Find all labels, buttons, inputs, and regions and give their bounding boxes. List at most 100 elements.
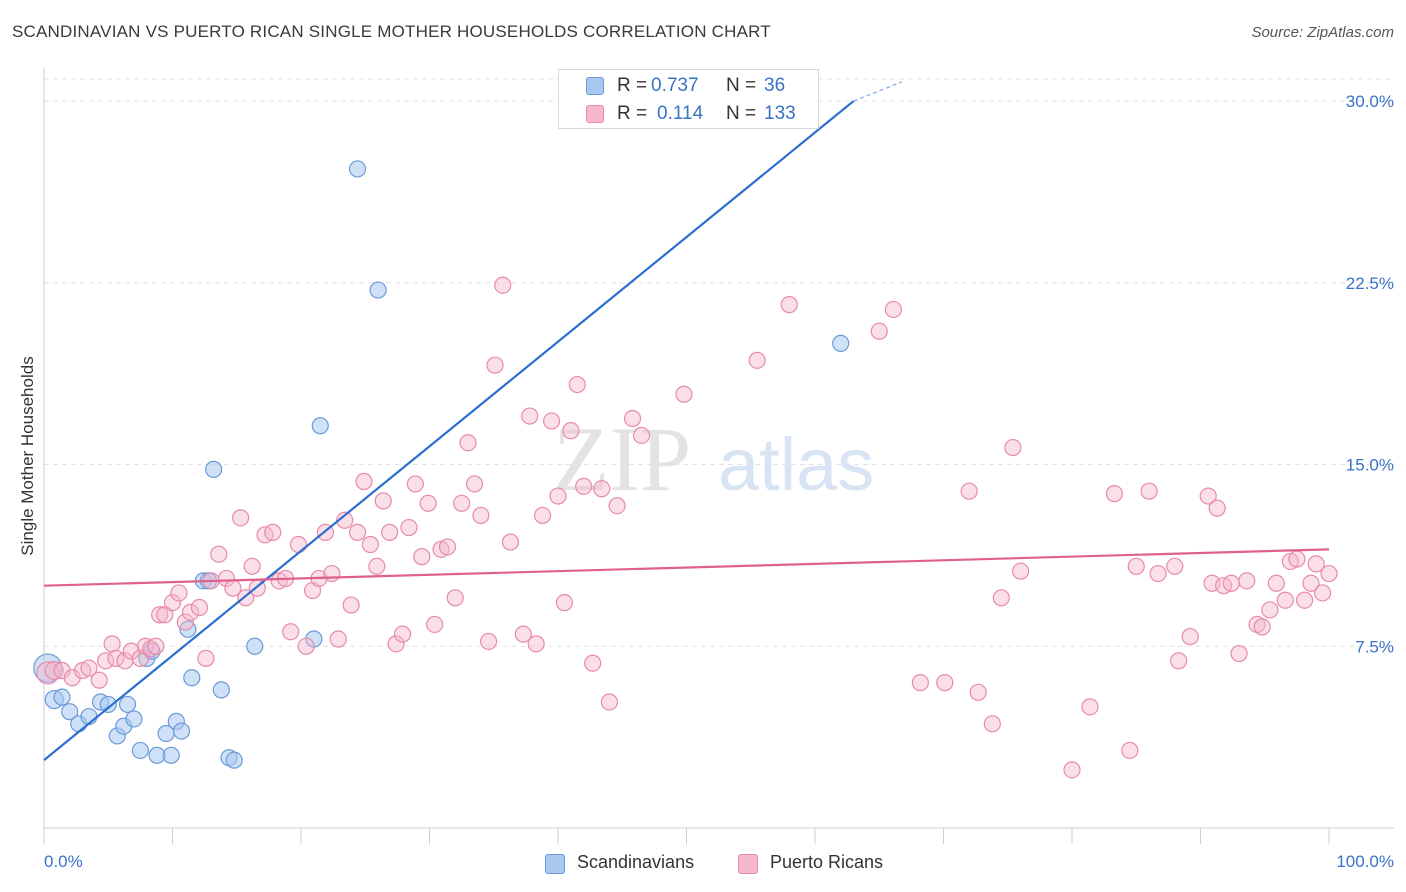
legend-r-label: R = bbox=[617, 75, 648, 96]
puerto-rican-point bbox=[1253, 618, 1271, 636]
scandinavian-point bbox=[348, 160, 367, 178]
puerto-rican-point bbox=[297, 637, 315, 655]
puerto-rican-point bbox=[870, 322, 888, 340]
puerto-rican-point bbox=[336, 511, 354, 529]
legend-label: Scandinavians bbox=[577, 852, 695, 872]
puerto-rican-point bbox=[459, 434, 477, 452]
y-axis-label: Single Mother Households bbox=[18, 356, 37, 556]
puerto-rican-point bbox=[568, 375, 586, 394]
puerto-rican-point bbox=[969, 683, 987, 701]
scandinavian-point bbox=[118, 695, 137, 714]
legend-swatch-puerto-ricans bbox=[738, 854, 758, 874]
y-tick-labels: 7.5% 15.0% 22.5% 30.0% bbox=[1346, 92, 1394, 656]
puerto-rican-point bbox=[80, 659, 98, 677]
puerto-rican-point bbox=[593, 480, 611, 498]
legend-r-value: 0.114 bbox=[657, 103, 704, 124]
puerto-rican-point bbox=[156, 606, 174, 624]
puerto-rican-point bbox=[348, 523, 367, 541]
puerto-rican-point bbox=[282, 623, 300, 641]
scandinavian-point bbox=[99, 695, 117, 714]
puerto-rican-point bbox=[342, 596, 360, 614]
puerto-rican-point bbox=[472, 506, 490, 525]
scandinavian-point bbox=[225, 751, 243, 769]
puerto-rican-point bbox=[147, 637, 165, 655]
scandinavian-point bbox=[311, 417, 329, 435]
puerto-rican-point bbox=[355, 472, 373, 491]
puerto-rican-point bbox=[1267, 574, 1285, 592]
puerto-rican-point bbox=[1063, 761, 1081, 779]
puerto-rican-point bbox=[748, 351, 766, 369]
scandinavian-point bbox=[131, 741, 149, 760]
puerto-rican-point bbox=[361, 535, 379, 554]
puerto-rican-point bbox=[1181, 627, 1199, 646]
puerto-rican-point bbox=[181, 603, 200, 621]
stats-legend: R = 0.737 N = 36 R = 0.114 N = 133 bbox=[558, 69, 819, 129]
puerto-rican-point bbox=[486, 356, 504, 374]
puerto-rican-point bbox=[387, 635, 405, 653]
puerto-rican-point bbox=[780, 296, 798, 314]
puerto-rican-point bbox=[1011, 562, 1030, 580]
scandinavian-point bbox=[61, 703, 79, 721]
puerto-rican-point bbox=[533, 506, 552, 525]
puerto-rican-point bbox=[374, 492, 392, 510]
puerto-rican-point bbox=[323, 564, 341, 583]
puerto-rican-point bbox=[1222, 574, 1240, 592]
scandinavian-point bbox=[205, 460, 223, 478]
puerto-rican-point bbox=[1081, 698, 1099, 716]
trend-lines bbox=[43, 81, 1330, 762]
puerto-rican-point bbox=[232, 509, 250, 527]
puerto-rican-point bbox=[465, 475, 484, 493]
y-tick-label: 15.0% bbox=[1346, 456, 1394, 475]
legend-n-label: N = bbox=[726, 75, 757, 96]
puerto-rican-point bbox=[983, 715, 1001, 733]
puerto-rican-point bbox=[103, 635, 121, 653]
scandinavian-point bbox=[832, 334, 850, 352]
puerto-rican-point bbox=[1295, 591, 1314, 609]
puerto-rican-point bbox=[936, 674, 954, 692]
puerto-rican-point bbox=[521, 407, 539, 425]
puerto-rican-point bbox=[1166, 557, 1184, 575]
x-tick-label-min: 0.0% bbox=[44, 852, 83, 871]
puerto-rican-point bbox=[1149, 564, 1167, 583]
puerto-rican-point bbox=[623, 409, 642, 428]
puerto-rican-point bbox=[413, 548, 431, 566]
source-credit: Source: ZipAtlas.com bbox=[1251, 24, 1394, 41]
scandinavian-point bbox=[125, 710, 143, 728]
puerto-rican-point bbox=[1320, 564, 1338, 583]
puerto-rican-point bbox=[1313, 584, 1332, 602]
puerto-rican-point bbox=[542, 412, 561, 430]
puerto-rican-point bbox=[1127, 557, 1145, 575]
puerto-rican-point bbox=[1004, 438, 1022, 457]
legend-row-puerto-ricans: R = 0.114 N = 133 bbox=[559, 101, 818, 129]
scandinavian-point bbox=[162, 746, 180, 764]
puerto-rican-point bbox=[406, 475, 424, 493]
puerto-rican-point bbox=[1105, 485, 1124, 503]
watermark-atlas: atlas bbox=[718, 423, 874, 506]
puerto-rican-point bbox=[600, 693, 619, 711]
puerto-rican-point bbox=[960, 482, 978, 500]
puerto-rican-point bbox=[675, 385, 693, 403]
puerto-rican-point bbox=[438, 538, 457, 556]
legend-n-value: 133 bbox=[764, 103, 796, 124]
puerto-rican-point bbox=[527, 635, 545, 653]
legend-r-value: 0.737 bbox=[651, 75, 699, 96]
puerto-rican-point bbox=[197, 649, 215, 667]
series-legend: Scandinavians Puerto Ricans bbox=[0, 852, 1406, 878]
puerto-rican-point bbox=[419, 494, 437, 512]
puerto-rican-point bbox=[163, 594, 182, 612]
puerto-rican-point bbox=[90, 671, 108, 689]
puerto-rican-point bbox=[632, 426, 651, 445]
puerto-rican-point bbox=[1302, 574, 1320, 592]
puerto-rican-point bbox=[494, 276, 512, 294]
scandinavian-point bbox=[53, 688, 71, 706]
scandinavian-trend-line bbox=[43, 100, 855, 762]
puerto-rican-point bbox=[190, 598, 209, 617]
puerto-rican-point bbox=[217, 569, 236, 588]
puerto-rican-point bbox=[562, 422, 580, 440]
puerto-rican-point bbox=[36, 661, 60, 685]
puerto-rican-point bbox=[555, 594, 574, 612]
puerto-rican-point bbox=[453, 494, 471, 512]
puerto-rican-point bbox=[368, 557, 386, 575]
puerto-rican-point bbox=[1199, 487, 1217, 505]
